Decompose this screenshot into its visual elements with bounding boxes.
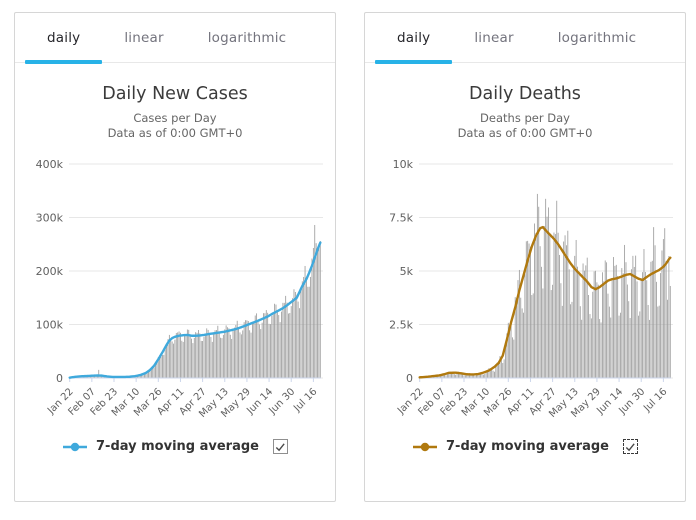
chart-title: Daily Deaths (469, 84, 581, 104)
chart-title: Daily New Cases (102, 84, 248, 104)
svg-text:0: 0 (406, 372, 413, 385)
svg-text:2.5k: 2.5k (389, 319, 413, 332)
svg-text:200k: 200k (36, 265, 64, 278)
tab-daily[interactable]: daily (375, 13, 453, 64)
tab-linear[interactable]: linear (124, 29, 164, 46)
card-daily-deaths: daily linear logarithmic Daily Deaths De… (364, 12, 686, 502)
svg-text:Jul 16: Jul 16 (641, 386, 669, 414)
svg-text:5k: 5k (400, 265, 414, 278)
legend-label: 7-day moving average (96, 439, 259, 454)
chart-legend: 7-day moving average (365, 439, 685, 454)
checkmark-icon (276, 442, 286, 451)
svg-text:400k: 400k (36, 158, 64, 171)
chart-tabs: daily linear logarithmic (365, 13, 685, 64)
chart-tabs: daily linear logarithmic (15, 13, 335, 64)
subtitle-line-2: Data as of 0:00 GMT+0 (107, 126, 243, 140)
card-daily-new-cases: daily linear logarithmic Daily New Cases… (14, 12, 336, 502)
tab-daily[interactable]: daily (25, 13, 103, 64)
legend-line-marker-icon (413, 442, 437, 451)
legend-item-moving-average[interactable]: 7-day moving average (62, 439, 259, 454)
legend-checkbox[interactable] (272, 439, 288, 454)
tab-logarithmic[interactable]: logarithmic (557, 29, 637, 46)
subtitle-line-2: Data as of 0:00 GMT+0 (457, 126, 593, 140)
svg-text:0: 0 (56, 372, 63, 385)
svg-text:10k: 10k (393, 158, 414, 171)
subtitle-line-1: Deaths per Day (480, 111, 570, 125)
svg-text:7.5k: 7.5k (389, 212, 413, 225)
chart-subtitle: Cases per Day Data as of 0:00 GMT+0 (15, 111, 335, 141)
svg-text:100k: 100k (36, 319, 64, 332)
legend-item-moving-average[interactable]: 7-day moving average (412, 439, 609, 454)
legend-line-marker-icon (63, 442, 87, 451)
checkmark-icon (626, 442, 636, 451)
svg-text:300k: 300k (36, 212, 64, 225)
svg-text:Jul 16: Jul 16 (291, 386, 319, 414)
legend-label: 7-day moving average (446, 439, 609, 454)
tab-linear[interactable]: linear (474, 29, 514, 46)
subtitle-line-1: Cases per Day (133, 111, 217, 125)
legend-checkbox[interactable] (622, 439, 638, 454)
chart-legend: 7-day moving average (15, 439, 335, 454)
tab-logarithmic[interactable]: logarithmic (207, 29, 287, 46)
chart-subtitle: Deaths per Day Data as of 0:00 GMT+0 (365, 111, 685, 141)
